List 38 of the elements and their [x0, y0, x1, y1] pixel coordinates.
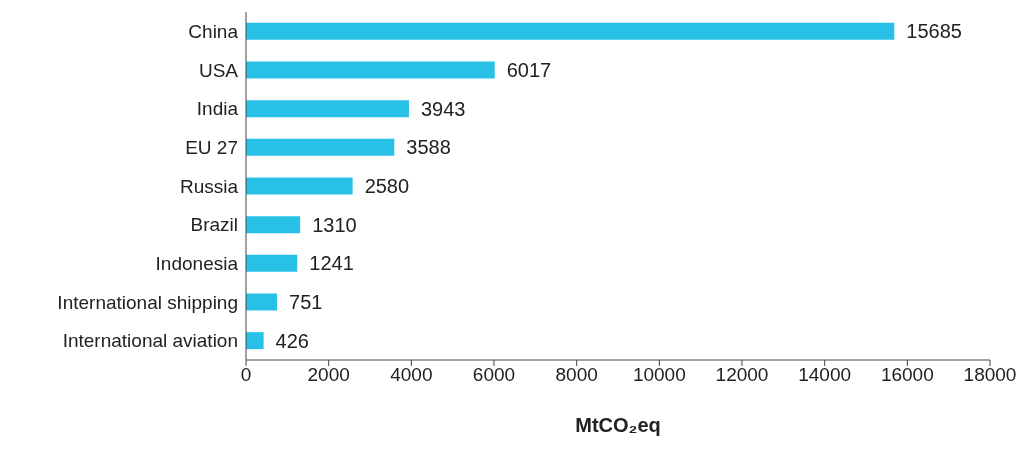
x-tick-label: 0 [240, 364, 252, 386]
data-label: 2580 [364, 175, 410, 198]
bar [246, 61, 495, 79]
y-tick-label: China [188, 21, 239, 43]
y-tick-label: International shipping [57, 291, 238, 313]
y-tick-label: Brazil [190, 214, 238, 236]
bar [246, 332, 264, 350]
x-tick-label: 6000 [472, 364, 516, 386]
bar [246, 254, 298, 272]
x-tick-label: 10000 [632, 364, 686, 386]
bar [246, 22, 895, 40]
data-label: 6017 [506, 59, 552, 82]
data-label: 3943 [420, 97, 466, 120]
bar [246, 100, 409, 118]
y-tick-label: USA [198, 59, 239, 81]
x-tick-label: 16000 [880, 364, 934, 386]
data-label: 426 [275, 329, 309, 352]
bar [246, 293, 278, 311]
data-label: 1310 [312, 213, 357, 236]
data-label: 751 [289, 291, 323, 314]
y-tick-label: Indonesia [155, 253, 239, 275]
bar [246, 138, 395, 156]
bar [246, 177, 353, 195]
x-tick-label: 2000 [307, 364, 350, 386]
data-label: 3588 [406, 136, 451, 159]
y-tick-label: Russia [179, 175, 239, 197]
data-label: 15685 [906, 20, 962, 43]
x-tick-label: 12000 [715, 364, 769, 386]
x-axis-title: MtCO₂eq [575, 414, 661, 436]
x-tick-label: 4000 [390, 364, 433, 386]
bar [246, 216, 301, 234]
y-tick-label: EU 27 [185, 137, 238, 159]
x-tick-label: 8000 [555, 364, 598, 386]
x-tick-label: 14000 [798, 364, 852, 386]
x-tick-label: 18000 [963, 364, 1017, 386]
y-tick-label: International aviation [62, 330, 238, 352]
data-label: 1241 [309, 252, 354, 275]
y-tick-label: India [196, 98, 239, 120]
